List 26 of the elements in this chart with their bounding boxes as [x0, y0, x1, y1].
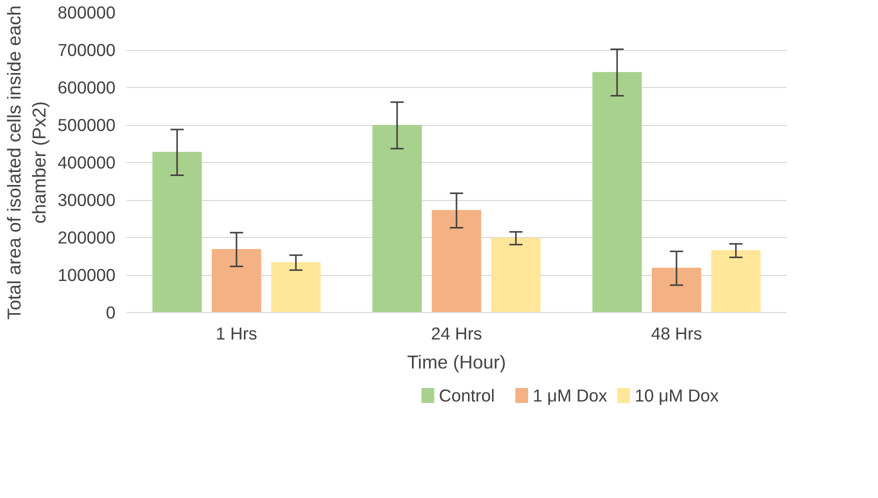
- y-tick-label: 300000: [58, 190, 116, 210]
- y-tick-label: 600000: [58, 78, 116, 98]
- x-axis-title: Time (Hour): [407, 352, 506, 372]
- legend-label: Control: [438, 386, 495, 406]
- y-tick-label: 800000: [58, 2, 116, 22]
- bar: [592, 72, 642, 312]
- bar: [652, 268, 702, 312]
- x-tick-label: 48 Hrs: [650, 324, 702, 344]
- bar: [432, 210, 482, 312]
- y-tick-label: 500000: [58, 115, 116, 135]
- bar: [271, 262, 321, 312]
- bar: [372, 124, 422, 312]
- y-axis-title: Total area of isolated cells inside each chamber (Px2): [3, 5, 50, 320]
- bar: [711, 250, 761, 312]
- y-tick-label: 400000: [58, 152, 116, 172]
- y-tick-label: 0: [106, 302, 116, 322]
- y-tick-label: 200000: [58, 228, 116, 248]
- legend-label: 1 μM Dox: [532, 386, 608, 406]
- bar: [212, 249, 262, 312]
- y-tick-label: 700000: [58, 40, 116, 60]
- x-tick-label: 1 Hrs: [216, 324, 258, 344]
- y-tick-label: 100000: [58, 265, 116, 285]
- x-tick-label: 24 Hrs: [430, 324, 482, 344]
- legend-label: 10 μM Dox: [634, 386, 720, 406]
- bar: [491, 238, 541, 312]
- bar: [152, 152, 202, 312]
